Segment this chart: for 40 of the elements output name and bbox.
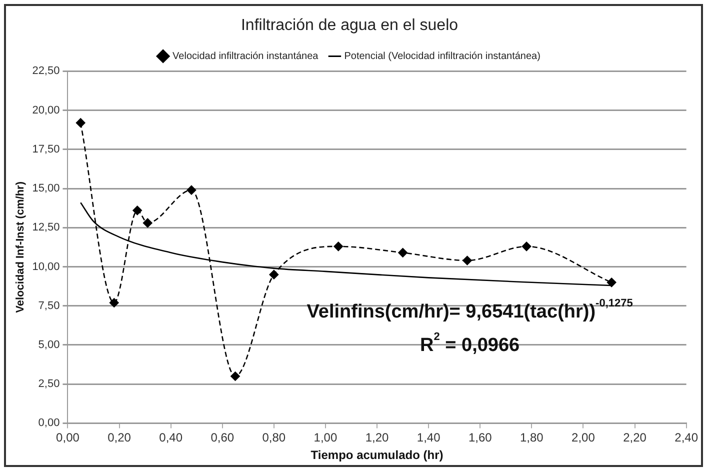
x-tick-label: 0,00 bbox=[56, 430, 80, 445]
legend-label: Velocidad infiltración instantánea bbox=[172, 50, 319, 62]
y-tick-label: 10,00 bbox=[32, 260, 60, 273]
y-tick-label: 17,50 bbox=[32, 143, 60, 156]
y-tick-label: 22,50 bbox=[32, 65, 60, 78]
x-tick-label: 0,40 bbox=[159, 430, 183, 445]
point bbox=[186, 185, 196, 195]
x-tick-label: 2,00 bbox=[572, 430, 596, 445]
legend-label: Potencial (Velocidad infiltración instantánea) bbox=[344, 50, 540, 62]
y-tick-label: 20,00 bbox=[32, 104, 60, 116]
x-axis-title: Tiempo acumulado (hr) bbox=[310, 448, 444, 462]
y-axis-title: Velocidad Inf-Inst (cm/hr) bbox=[14, 181, 27, 313]
x-tick-label: 1,40 bbox=[416, 430, 441, 445]
point bbox=[109, 298, 119, 308]
point bbox=[398, 248, 408, 258]
point bbox=[462, 256, 472, 266]
y-tick-label: 5,00 bbox=[38, 339, 60, 352]
point bbox=[606, 278, 616, 288]
y-tick-label: 2,50 bbox=[38, 378, 60, 390]
x-tick-label: 0,20 bbox=[108, 430, 132, 445]
point bbox=[230, 372, 240, 381]
x-tick-label: 2,20 bbox=[623, 430, 647, 445]
x-tick-label: 2,40 bbox=[674, 430, 698, 445]
x-tick-label: 1,00 bbox=[314, 430, 338, 445]
y-tick-label: 7,50 bbox=[38, 300, 60, 312]
point bbox=[132, 206, 142, 216]
x-tick-label: 1,80 bbox=[520, 430, 544, 445]
x-tick-label: 0,60 bbox=[210, 430, 234, 445]
x-tick-label: 1,60 bbox=[468, 430, 492, 445]
x-tick-label: 0,80 bbox=[262, 430, 286, 445]
y-tick-label: 0,00 bbox=[38, 417, 60, 430]
x-tick-label: 1,20 bbox=[365, 430, 390, 445]
point bbox=[142, 218, 152, 228]
point bbox=[522, 242, 532, 252]
point bbox=[334, 242, 344, 252]
chart-title: Infiltración de agua en el suelo bbox=[240, 17, 458, 34]
point bbox=[269, 270, 279, 280]
y-tick-label: 15,00 bbox=[32, 182, 60, 195]
y-tick-label: 12,50 bbox=[32, 222, 60, 234]
point bbox=[76, 118, 86, 128]
